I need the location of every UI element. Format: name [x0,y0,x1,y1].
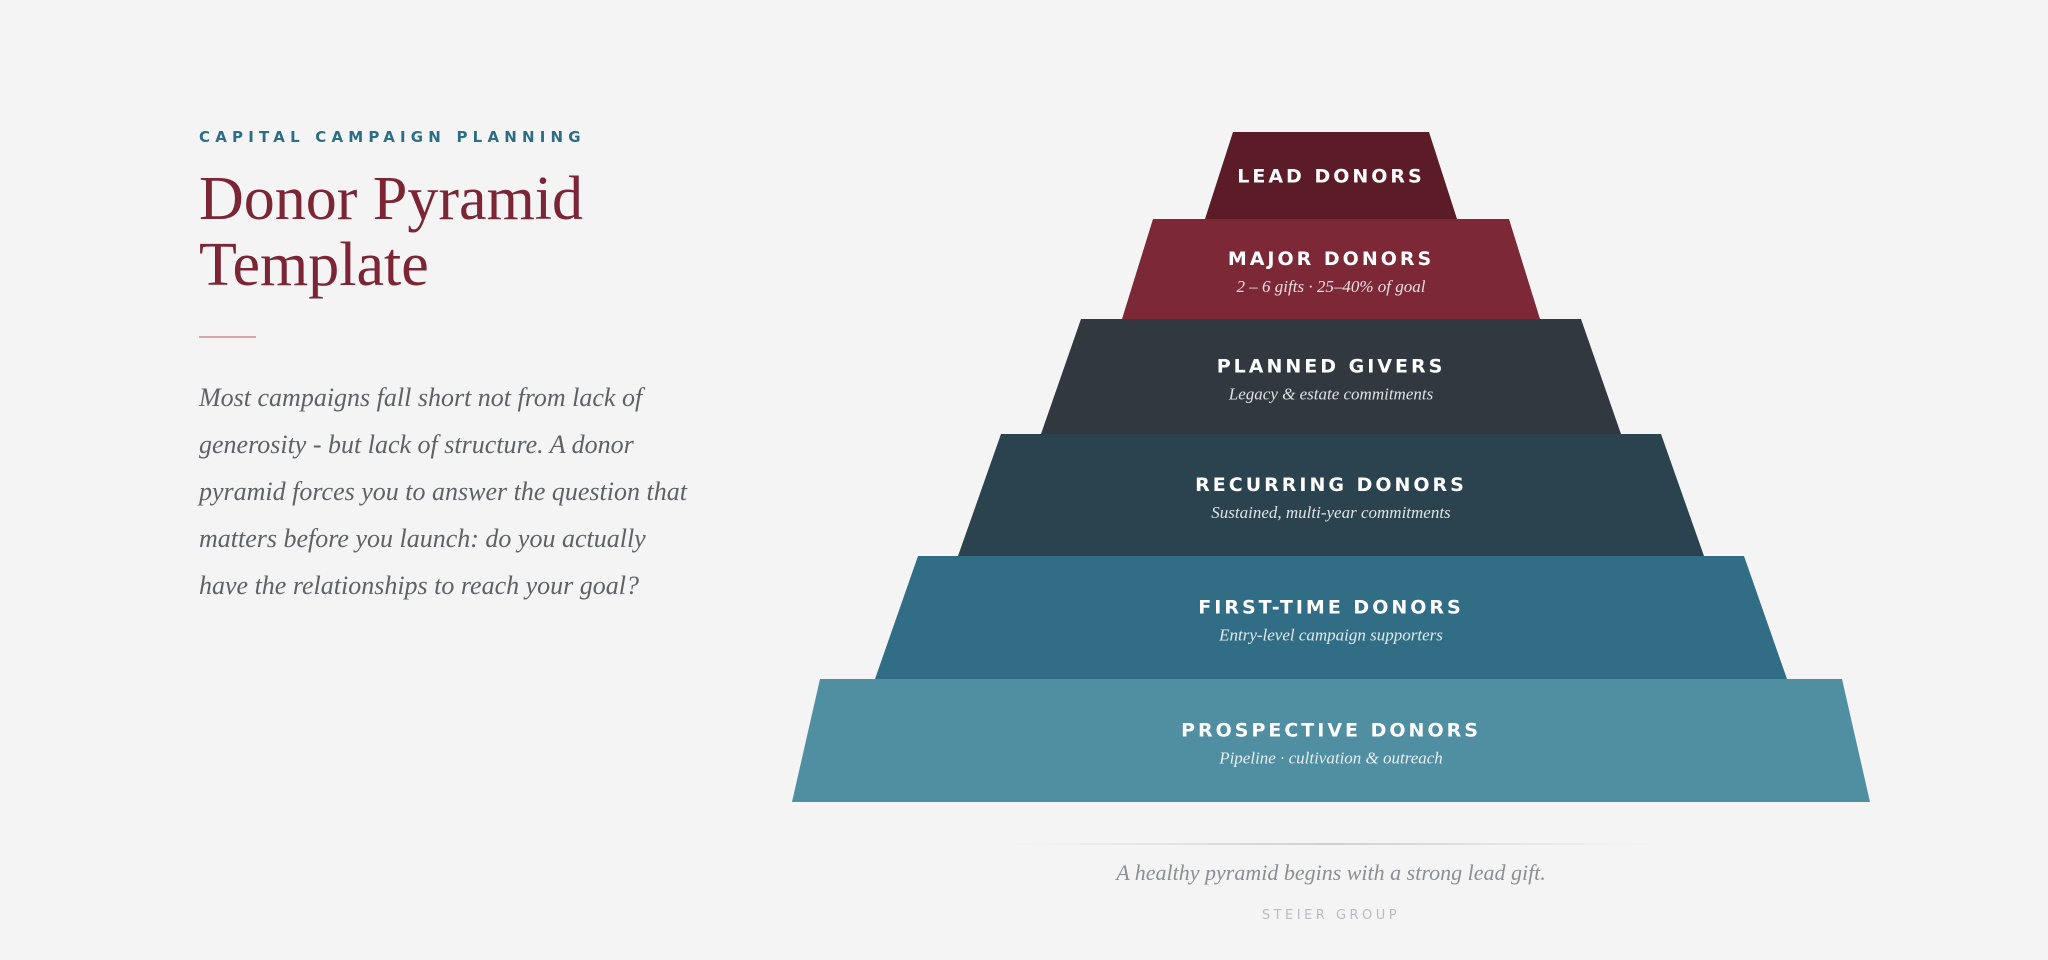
tier-title: FIRST-TIME DONORS [1198,597,1463,619]
tier-planned-givers: PLANNED GIVERS Legacy & estate commitment… [1041,319,1621,434]
tier-subtitle: Sustained, multi-year commitments [1211,503,1451,522]
intro-paragraph: Most campaigns fall short not from lack … [199,383,687,600]
brand-label: STEIER GROUP [1261,908,1401,923]
intro-panel: CAPITAL CAMPAIGN PLANNING Donor Pyramid … [199,128,699,609]
tier-subtitle: Entry-level campaign supporters [1218,626,1443,645]
pyramid-tiers: LEAD DONORS MAJOR DONORS 2 – 6 gifts · 25–… [792,132,1870,802]
tier-major-donors: MAJOR DONORS 2 – 6 gifts · 25–40% of goal [1122,219,1540,319]
title-divider [199,336,256,338]
tier-title: PROSPECTIVE DONORS [1181,720,1481,742]
tier-shape [1041,319,1621,434]
tier-shape [792,679,1870,802]
tier-title: LEAD DONORS [1237,166,1424,188]
tier-title: MAJOR DONORS [1228,248,1434,270]
page-title: Donor Pyramid Template [199,166,699,298]
tier-subtitle: 2 – 6 gifts · 25–40% of goal [1237,277,1426,296]
tier-first-time-donors: FIRST-TIME DONORS Entry-level campaign su… [875,556,1787,679]
tier-lead-donors: LEAD DONORS [1205,132,1457,219]
tier-shape [958,434,1704,556]
tier-prospective-donors: PROSPECTIVE DONORS Pipeline · cultivation… [792,679,1870,802]
tier-title: PLANNED GIVERS [1217,356,1446,378]
tier-shape [1205,132,1457,219]
tier-recurring-donors: RECURRING DONORS Sustained, multi-year co… [958,434,1704,556]
footer-caption: A healthy pyramid begins with a strong l… [1116,860,1546,885]
title-line-2: Template [199,231,429,299]
tier-subtitle: Legacy & estate commitments [1228,385,1434,404]
tier-shape [1122,219,1540,319]
tier-title: RECURRING DONORS [1195,474,1467,496]
tier-subtitle: Pipeline · cultivation & outreach [1218,749,1443,768]
tier-shape [875,556,1787,679]
title-line-1: Donor Pyramid [199,165,584,233]
baseline-rule [1000,843,1662,845]
eyebrow-label: CAPITAL CAMPAIGN PLANNING [199,128,586,146]
